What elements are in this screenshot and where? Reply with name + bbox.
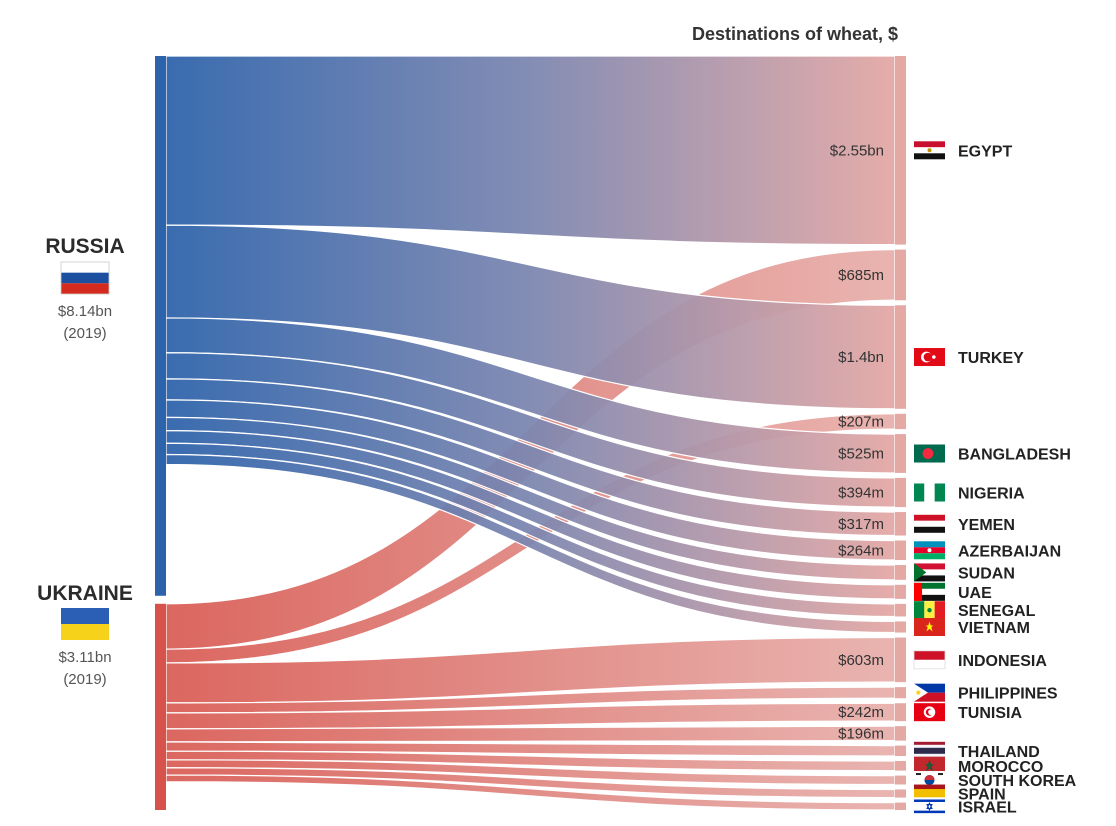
destination-node-tunisia: [895, 703, 906, 722]
destination-label-spain: SPAIN: [958, 787, 1006, 804]
indonesia-flag: [913, 650, 946, 670]
source-node-ukraine: [155, 603, 166, 810]
destination-node-spain: [895, 789, 906, 798]
flow-ukraine-thailand: [165, 741, 896, 757]
tunisia-flag: [914, 703, 945, 722]
destination-node-turkey: [895, 305, 906, 409]
destination-label-sudan: SUDAN: [958, 565, 1015, 582]
destination-node-indonesia: [895, 637, 906, 683]
flow-russia-turkey: [165, 224, 896, 410]
value-label: $264m: [838, 542, 884, 559]
source-year: (2019): [63, 671, 106, 688]
ukraine-flag: [61, 608, 109, 640]
destination-label-turkey: TURKEY: [958, 350, 1024, 367]
destination-label-senegal: SENEGAL: [958, 603, 1036, 620]
destination-label-indonesia: INDONESIA: [958, 653, 1047, 670]
destination-node-thailand: [895, 745, 906, 756]
nodes: [155, 56, 906, 810]
destination-label-south-korea: SOUTH KOREA: [958, 773, 1077, 790]
source-total: $8.14bn: [58, 303, 112, 320]
destination-label-philippines: PHILIPPINES: [958, 686, 1058, 703]
destination-node-item-15: [895, 726, 906, 741]
destination-node-egypt: [895, 56, 906, 245]
philippines-flag: [914, 683, 945, 702]
destination-label-tunisia: TUNISIA: [958, 705, 1022, 722]
value-label: $685m: [838, 267, 884, 284]
morocco-flag: [914, 756, 945, 775]
destination-label-nigeria: NIGERIA: [958, 485, 1025, 502]
destination-label-morocco: MOROCCO: [958, 759, 1043, 776]
destination-node-uae: [895, 584, 906, 599]
south-korea-flag: [914, 771, 945, 790]
value-label: $242m: [838, 704, 884, 721]
destination-node-bangladesh: [895, 434, 906, 473]
value-label: $394m: [838, 484, 884, 501]
destination-label-vietnam: VIETNAM: [958, 620, 1030, 637]
yemen-flag: [914, 514, 945, 533]
value-label: $317m: [838, 516, 884, 533]
destination-node-nigeria: [895, 477, 906, 508]
value-label: $207m: [838, 413, 884, 430]
destination-node-item-3: [895, 413, 906, 430]
destination-node-morocco: [895, 760, 906, 771]
source-name-ukraine: UKRAINE: [37, 582, 133, 605]
value-label: $603m: [838, 652, 884, 669]
destination-label-azerbaijan: AZERBAIJAN: [958, 543, 1061, 560]
destination-node-vietnam: [895, 621, 906, 633]
destination-node-sudan: [895, 565, 906, 580]
source-node-russia: [155, 56, 166, 596]
destination-node-south-korea: [895, 775, 906, 785]
vietnam-flag: [914, 617, 945, 636]
value-label: $1.4bn: [838, 349, 884, 366]
thailand-flag: [914, 741, 945, 760]
sudan-flag: [914, 563, 945, 582]
source-labels: RUSSIA $8.14bn (2019) UKRAINE $3.11bn (2019): [37, 141, 946, 816]
destination-node-israel: [895, 802, 906, 810]
flow-links: [165, 55, 896, 811]
destination-labels: EGYPT TURKEY BANGLADESH NIGERIA YEMEN AZERBAI…: [958, 143, 1077, 816]
turkey-flag: [914, 348, 945, 367]
destination-label-thailand: THAILAND: [958, 744, 1040, 761]
value-label: $196m: [838, 725, 884, 742]
value-labels: $2.55bn $685m $1.4bn $207m $525m $394m $317m $2…: [830, 142, 884, 742]
destination-node-senegal: [895, 603, 906, 617]
destination-label-uae: UAE: [958, 585, 992, 602]
chart-title: Destinations of wheat, $: [692, 24, 898, 44]
nigeria-flag: [914, 483, 945, 502]
source-name-russia: RUSSIA: [45, 235, 124, 258]
destination-label-israel: ISRAEL: [958, 799, 1017, 816]
destination-label-yemen: YEMEN: [958, 517, 1015, 534]
russia-flag: [60, 261, 110, 295]
flow-russia-egypt: [165, 55, 896, 246]
source-year: (2019): [63, 325, 106, 342]
israel-flag: [914, 797, 945, 816]
flow-russia-senegal: [165, 442, 896, 618]
destination-node-item-1: [895, 249, 906, 301]
destination-node-azerbaijan: [895, 540, 906, 561]
flow-ukraine-item-15: [165, 725, 896, 743]
destination-label-bangladesh: BANGLADESH: [958, 447, 1071, 464]
senegal-flag: [914, 601, 945, 620]
egypt-flag: [914, 141, 945, 160]
destination-node-philippines: [895, 687, 906, 699]
flow-ukraine-philippines: [165, 686, 896, 714]
destination-node-yemen: [895, 512, 906, 536]
value-label: $2.55bn: [830, 142, 884, 159]
azerbaijan-flag: [914, 541, 945, 560]
value-label: $525m: [838, 446, 884, 463]
uae-flag: [914, 582, 945, 601]
source-total: $3.11bn: [58, 649, 111, 666]
bangladesh-flag: [914, 444, 945, 463]
destination-label-egypt: EGYPT: [958, 143, 1012, 160]
